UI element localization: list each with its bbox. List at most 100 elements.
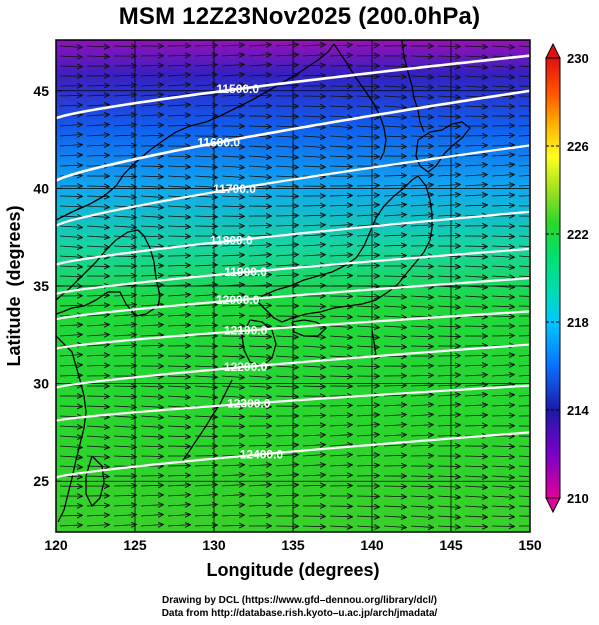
wind-vector: [464, 506, 487, 507]
wind-vector: [59, 426, 82, 427]
wind-vector: [356, 506, 379, 507]
wind-vector: [248, 255, 271, 256]
wind-vector: [302, 235, 325, 236]
wind-vector: [518, 354, 530, 357]
wind-vector: [86, 355, 109, 356]
wind-vector: [383, 425, 406, 426]
wind-vector: [437, 336, 460, 337]
wind-vector: [113, 416, 136, 417]
wind-vector: [383, 336, 406, 337]
wind-vector: [329, 245, 352, 246]
wind-vector: [437, 56, 460, 57]
colorbar-tick-label: 214: [567, 403, 589, 418]
wind-vector: [356, 205, 379, 206]
wind-vector: [356, 96, 379, 97]
wind-vector: [248, 295, 271, 296]
wind-vector: [113, 75, 136, 76]
wind-vector: [140, 65, 163, 66]
wind-vector: [140, 345, 163, 346]
wind-vector: [194, 396, 217, 397]
wind-vector: [410, 225, 433, 226]
wind-vector: [464, 405, 487, 406]
wind-vector: [275, 176, 298, 177]
wind-vector: [194, 416, 217, 417]
wind-vector: [59, 246, 82, 247]
wind-vector: [437, 385, 460, 386]
wind-vector: [518, 455, 530, 458]
wind-vector: [167, 366, 190, 367]
wind-vector: [464, 56, 487, 57]
wind-vector: [167, 115, 190, 116]
wind-vector: [464, 276, 487, 277]
wind-vector: [491, 205, 514, 206]
wind-vector: [140, 305, 163, 306]
wind-vector: [221, 495, 244, 496]
wind-vector: [86, 325, 109, 326]
wind-vector: [302, 136, 325, 137]
wind-vector: [356, 336, 379, 337]
wind-vector: [491, 296, 514, 297]
wind-vector: [194, 315, 217, 316]
wind-vector: [86, 186, 109, 187]
wind-vector: [329, 326, 352, 327]
wind-vector: [140, 95, 163, 96]
wind-vector: [86, 95, 109, 96]
wind-vector: [437, 205, 460, 206]
wind-vector: [194, 356, 217, 357]
contour-12300.0: [56, 384, 530, 422]
wind-vector: [383, 346, 406, 347]
map-title: MSM 12Z23Nov2025 (200.0hPa): [118, 3, 481, 30]
wind-vector: [86, 406, 109, 407]
wind-vector: [410, 326, 433, 327]
wind-vector: [410, 445, 433, 446]
wind-vector: [518, 445, 530, 447]
wind-vector: [464, 296, 487, 297]
wind-vector: [302, 55, 325, 56]
wind-vector: [464, 155, 487, 156]
wind-vector: [302, 106, 325, 107]
contour-label: 11600.0: [197, 135, 240, 149]
wind-vector: [275, 146, 298, 147]
wind-vector: [329, 316, 352, 317]
contour-label: 12300.0: [227, 397, 271, 411]
wind-vector: [59, 456, 82, 457]
wind-vector: [86, 105, 109, 106]
wind-vector: [302, 475, 325, 476]
wind-vector: [275, 65, 298, 66]
wind-vector: [275, 396, 298, 397]
wind-vector: [140, 396, 163, 397]
wind-vector: [356, 516, 379, 517]
wind-vector: [113, 406, 136, 407]
wind-vector: [86, 505, 109, 506]
wind-vector: [491, 506, 514, 507]
wind-vector: [410, 346, 433, 347]
wind-vector: [140, 275, 163, 276]
wind-vector: [518, 85, 530, 87]
wind-vector: [329, 136, 352, 137]
y-axis-label: Latitude (degrees): [4, 205, 24, 366]
wind-vector: [356, 465, 379, 466]
wind-vector: [86, 436, 109, 437]
wind-vector: [356, 146, 379, 147]
wind-vector: [194, 95, 217, 96]
wind-vector: [59, 325, 82, 326]
wind-vector: [248, 485, 271, 486]
wind-vector: [59, 276, 82, 277]
wind-vector: [221, 206, 244, 207]
wind-vector: [329, 126, 352, 127]
contour-12100.0: [56, 310, 530, 350]
wind-vector: [167, 416, 190, 417]
wind-vector: [194, 285, 217, 286]
contour-label: 12200.0: [224, 360, 268, 374]
wind-vector: [464, 415, 487, 416]
wind-vector: [356, 255, 379, 256]
wind-vector: [221, 485, 244, 486]
wind-vector: [491, 145, 514, 146]
wind-vector: [140, 246, 163, 247]
wind-vector: [59, 135, 82, 136]
wind-vector: [167, 396, 190, 397]
wind-vector: [167, 105, 190, 106]
wind-vector: [302, 285, 325, 286]
wind-vector: [464, 355, 487, 356]
wind-vector: [437, 215, 460, 216]
